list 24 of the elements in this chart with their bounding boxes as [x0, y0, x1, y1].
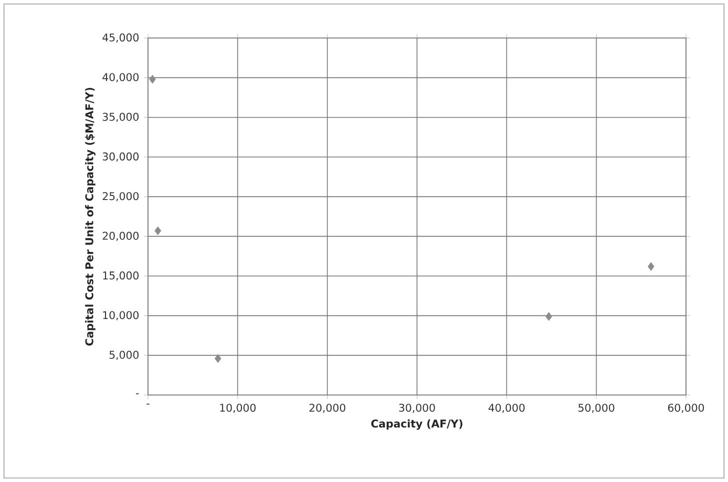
point: [149, 74, 156, 84]
point: [154, 226, 162, 236]
y-tick-label: 45,000: [102, 33, 139, 43]
y-tick-label: 10,000: [103, 311, 139, 320]
x-tick-label: 40,000: [488, 404, 525, 413]
y-tick-label: 20,000: [102, 232, 139, 241]
y-tick-label: -: [136, 393, 139, 394]
x-axis-title: Capacity (AF/Y): [371, 419, 462, 430]
x-tick-label: 10,000: [220, 404, 256, 413]
point: [214, 354, 222, 363]
y-tick-label: 40,000: [102, 73, 139, 82]
x-tick-label: 20,000: [309, 404, 346, 413]
x-tick-label: 50,000: [578, 404, 614, 413]
x-tick-label: -: [146, 404, 150, 405]
y-tick-label: 15,000: [103, 271, 139, 281]
y-axis-title: Capital Cost Per Unit of Capacity ($M/AF/Y): [85, 88, 96, 346]
x-tick-label: 30,000: [399, 404, 435, 413]
y-tick-label: 30,000: [102, 152, 139, 162]
x-tick-label: 60,000: [668, 404, 704, 413]
point: [648, 262, 654, 271]
y-tick-label: 5,000: [110, 350, 139, 360]
point: [546, 312, 552, 321]
y-tick-label: 35,000: [102, 112, 139, 122]
y-tick-label: 25,000: [102, 192, 139, 202]
